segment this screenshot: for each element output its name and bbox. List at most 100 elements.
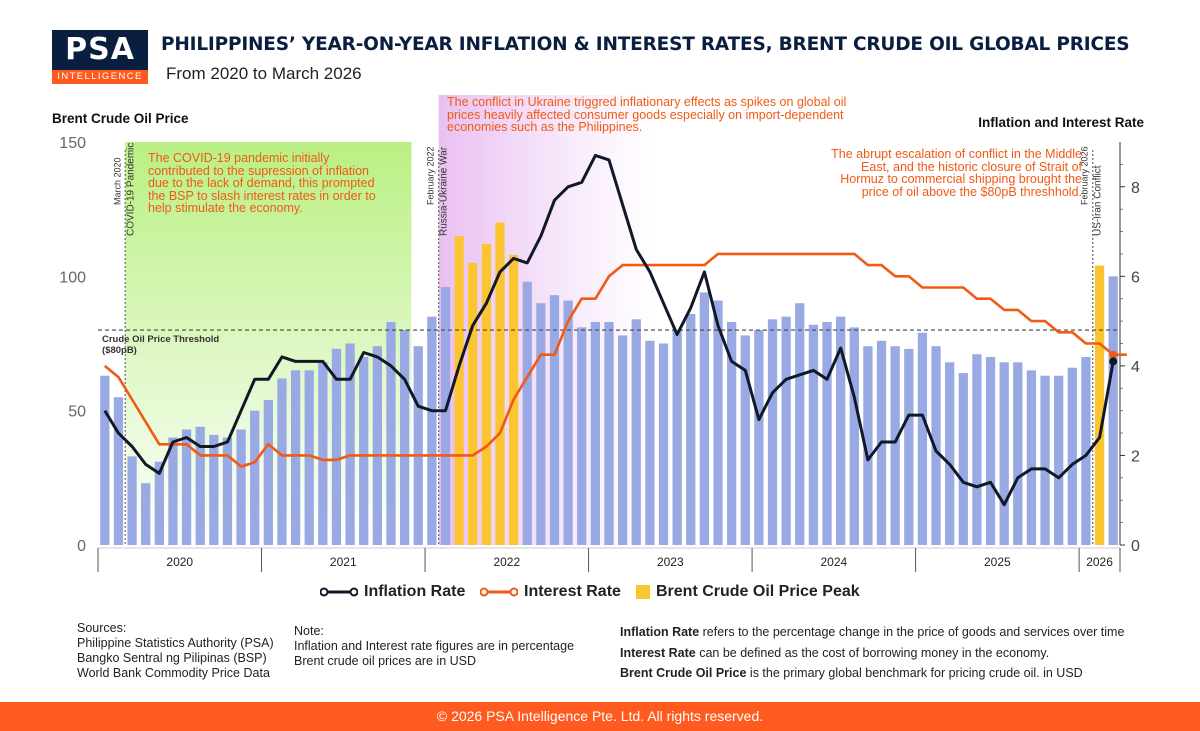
chart-title: PHILIPPINES’ YEAR-ON-YEAR INFLATION & IN… [161, 34, 1130, 55]
oil-price-bar [904, 348, 914, 545]
oil-price-bar [290, 370, 301, 545]
definition-term: Brent Crude Oil Price [620, 666, 747, 680]
oil-price-bar [168, 437, 178, 545]
oil-price-bar [1013, 362, 1023, 545]
oil-price-bar [1108, 276, 1118, 545]
oil-price-bar [945, 362, 955, 545]
interest-rate-line [103, 252, 1127, 468]
oil-price-bar [822, 322, 832, 545]
definitions-block: Inflation Rate refers to the percentage … [620, 622, 1124, 684]
oil-price-bar [141, 483, 151, 545]
oil-price-bar [372, 346, 382, 545]
psa-logo: PSA INTELLIGENCE [52, 30, 148, 84]
right-tick-label: 4 [1131, 359, 1140, 376]
definition-text: can be defined as the cost of borrowing … [695, 645, 1050, 660]
definition-text: is the primary global benchmark for pric… [746, 666, 1083, 680]
legend-inflation-swatch [320, 587, 358, 597]
right-tick-label: 2 [1131, 448, 1140, 465]
event-date-label: March 2020 [112, 157, 122, 205]
legend-interest-label: Interest Rate [524, 583, 621, 600]
sources-block: Sources: Philippine Statistics Authority… [77, 621, 274, 681]
source-item: World Bank Commodity Price Data [77, 666, 270, 680]
right-tick-label: 6 [1131, 269, 1140, 286]
oil-price-bar [781, 316, 791, 545]
definition-term: Interest Rate [620, 645, 696, 660]
oil-price-bar [985, 356, 996, 545]
oil-price-bar [754, 330, 764, 545]
oil-price-bar [658, 343, 669, 545]
oil-price-bar [127, 456, 137, 545]
oil-price-bar [236, 429, 246, 545]
oil-price-bar [727, 322, 737, 545]
year-label: 2020 [166, 555, 193, 569]
oil-price-bar [713, 300, 723, 545]
oil-price-bar [318, 362, 328, 545]
oil-price-bar [645, 340, 655, 545]
iran-annotation: The abrupt escalation of conflict in the… [831, 147, 1082, 199]
oil-price-bar [345, 343, 355, 545]
oil-price-bar [413, 346, 423, 545]
oil-price-bar [836, 316, 846, 545]
oil-price-bar [304, 370, 314, 545]
right-axis-title: Inflation and Interest Rate [978, 115, 1144, 130]
sources-title: Sources: [77, 621, 127, 635]
event-date-label: February 2022 [426, 146, 436, 205]
oil-price-bar [100, 375, 110, 545]
oil-price-bar [563, 300, 573, 545]
event-name-label: Russia-Ukraine War [439, 146, 450, 236]
event-date-label: February 2026 [1080, 146, 1090, 205]
inflation-rate-point [1109, 357, 1118, 366]
oil-price-bar [536, 303, 546, 545]
left-axis-title: Brent Crude Oil Price [52, 111, 189, 126]
oil-price-bar [181, 429, 192, 545]
oil-price-bar [277, 378, 287, 545]
interest-rate-point [1109, 350, 1118, 359]
definition-text: refers to the percentage change in the p… [699, 625, 1125, 639]
oil-price-bar [1054, 375, 1064, 545]
oil-price-bar [522, 281, 532, 545]
oil-price-bar [250, 410, 260, 545]
oil-peak-bar [454, 236, 464, 546]
year-label: 2025 [984, 555, 1011, 569]
logo-main-text: PSA [65, 32, 135, 67]
oil-price-bar [863, 346, 873, 545]
oil-price-bar [972, 354, 982, 545]
note-item: Brent crude oil prices are in USD [294, 654, 477, 668]
inflation-rate-line [103, 153, 1115, 507]
oil-price-bar [699, 292, 710, 545]
oil-price-bar [195, 426, 205, 545]
year-label: 2024 [820, 555, 847, 569]
oil-price-bar [1026, 370, 1037, 545]
oil-price-bar [849, 327, 859, 545]
note-item: Inflation and Interest rate figures are … [294, 639, 575, 653]
year-label: 2022 [493, 555, 520, 569]
definition-inflation: Inflation Rate refers to the percentage … [620, 622, 1124, 643]
definition-term: Inflation Rate [620, 625, 700, 639]
legend-inflation-label: Inflation Rate [364, 583, 466, 600]
oil-price-bar [440, 287, 451, 545]
oil-price-bar [549, 295, 560, 545]
oil-price-bar [604, 322, 614, 545]
oil-price-bar [890, 346, 900, 545]
left-tick-label: 100 [59, 269, 86, 286]
threshold-label: Crude Oil Price Threshold [102, 334, 219, 345]
oil-peak-bar [481, 244, 491, 546]
note-block: Note: Inflation and Interest rate figure… [294, 624, 574, 669]
source-item: Bangko Sentral ng Pilipinas (BSP) [77, 651, 267, 665]
oil-price-bar [386, 322, 396, 545]
logo-sub-text: INTELLIGENCE [52, 70, 148, 84]
chart-legend: Inflation Rate Interest Rate Brent Crude… [320, 583, 920, 605]
oil-price-bar [617, 335, 628, 545]
definition-oil: Brent Crude Oil Price is the primary glo… [620, 663, 1124, 684]
oil-price-bar [577, 327, 587, 545]
copyright-footer: © 2026 PSA Intelligence Pte. Ltd. All ri… [0, 702, 1200, 731]
oil-price-bar [222, 437, 233, 545]
legend-interest-swatch [480, 587, 518, 597]
oil-price-bar [686, 313, 696, 545]
event-name-label: US-Iran Conflict [1093, 165, 1104, 236]
definition-interest: Interest Rate can be defined as the cost… [620, 643, 1124, 664]
oil-price-bar [795, 303, 805, 545]
year-label: 2023 [657, 555, 684, 569]
oil-price-bar [399, 330, 410, 545]
oil-price-bar [808, 324, 819, 545]
